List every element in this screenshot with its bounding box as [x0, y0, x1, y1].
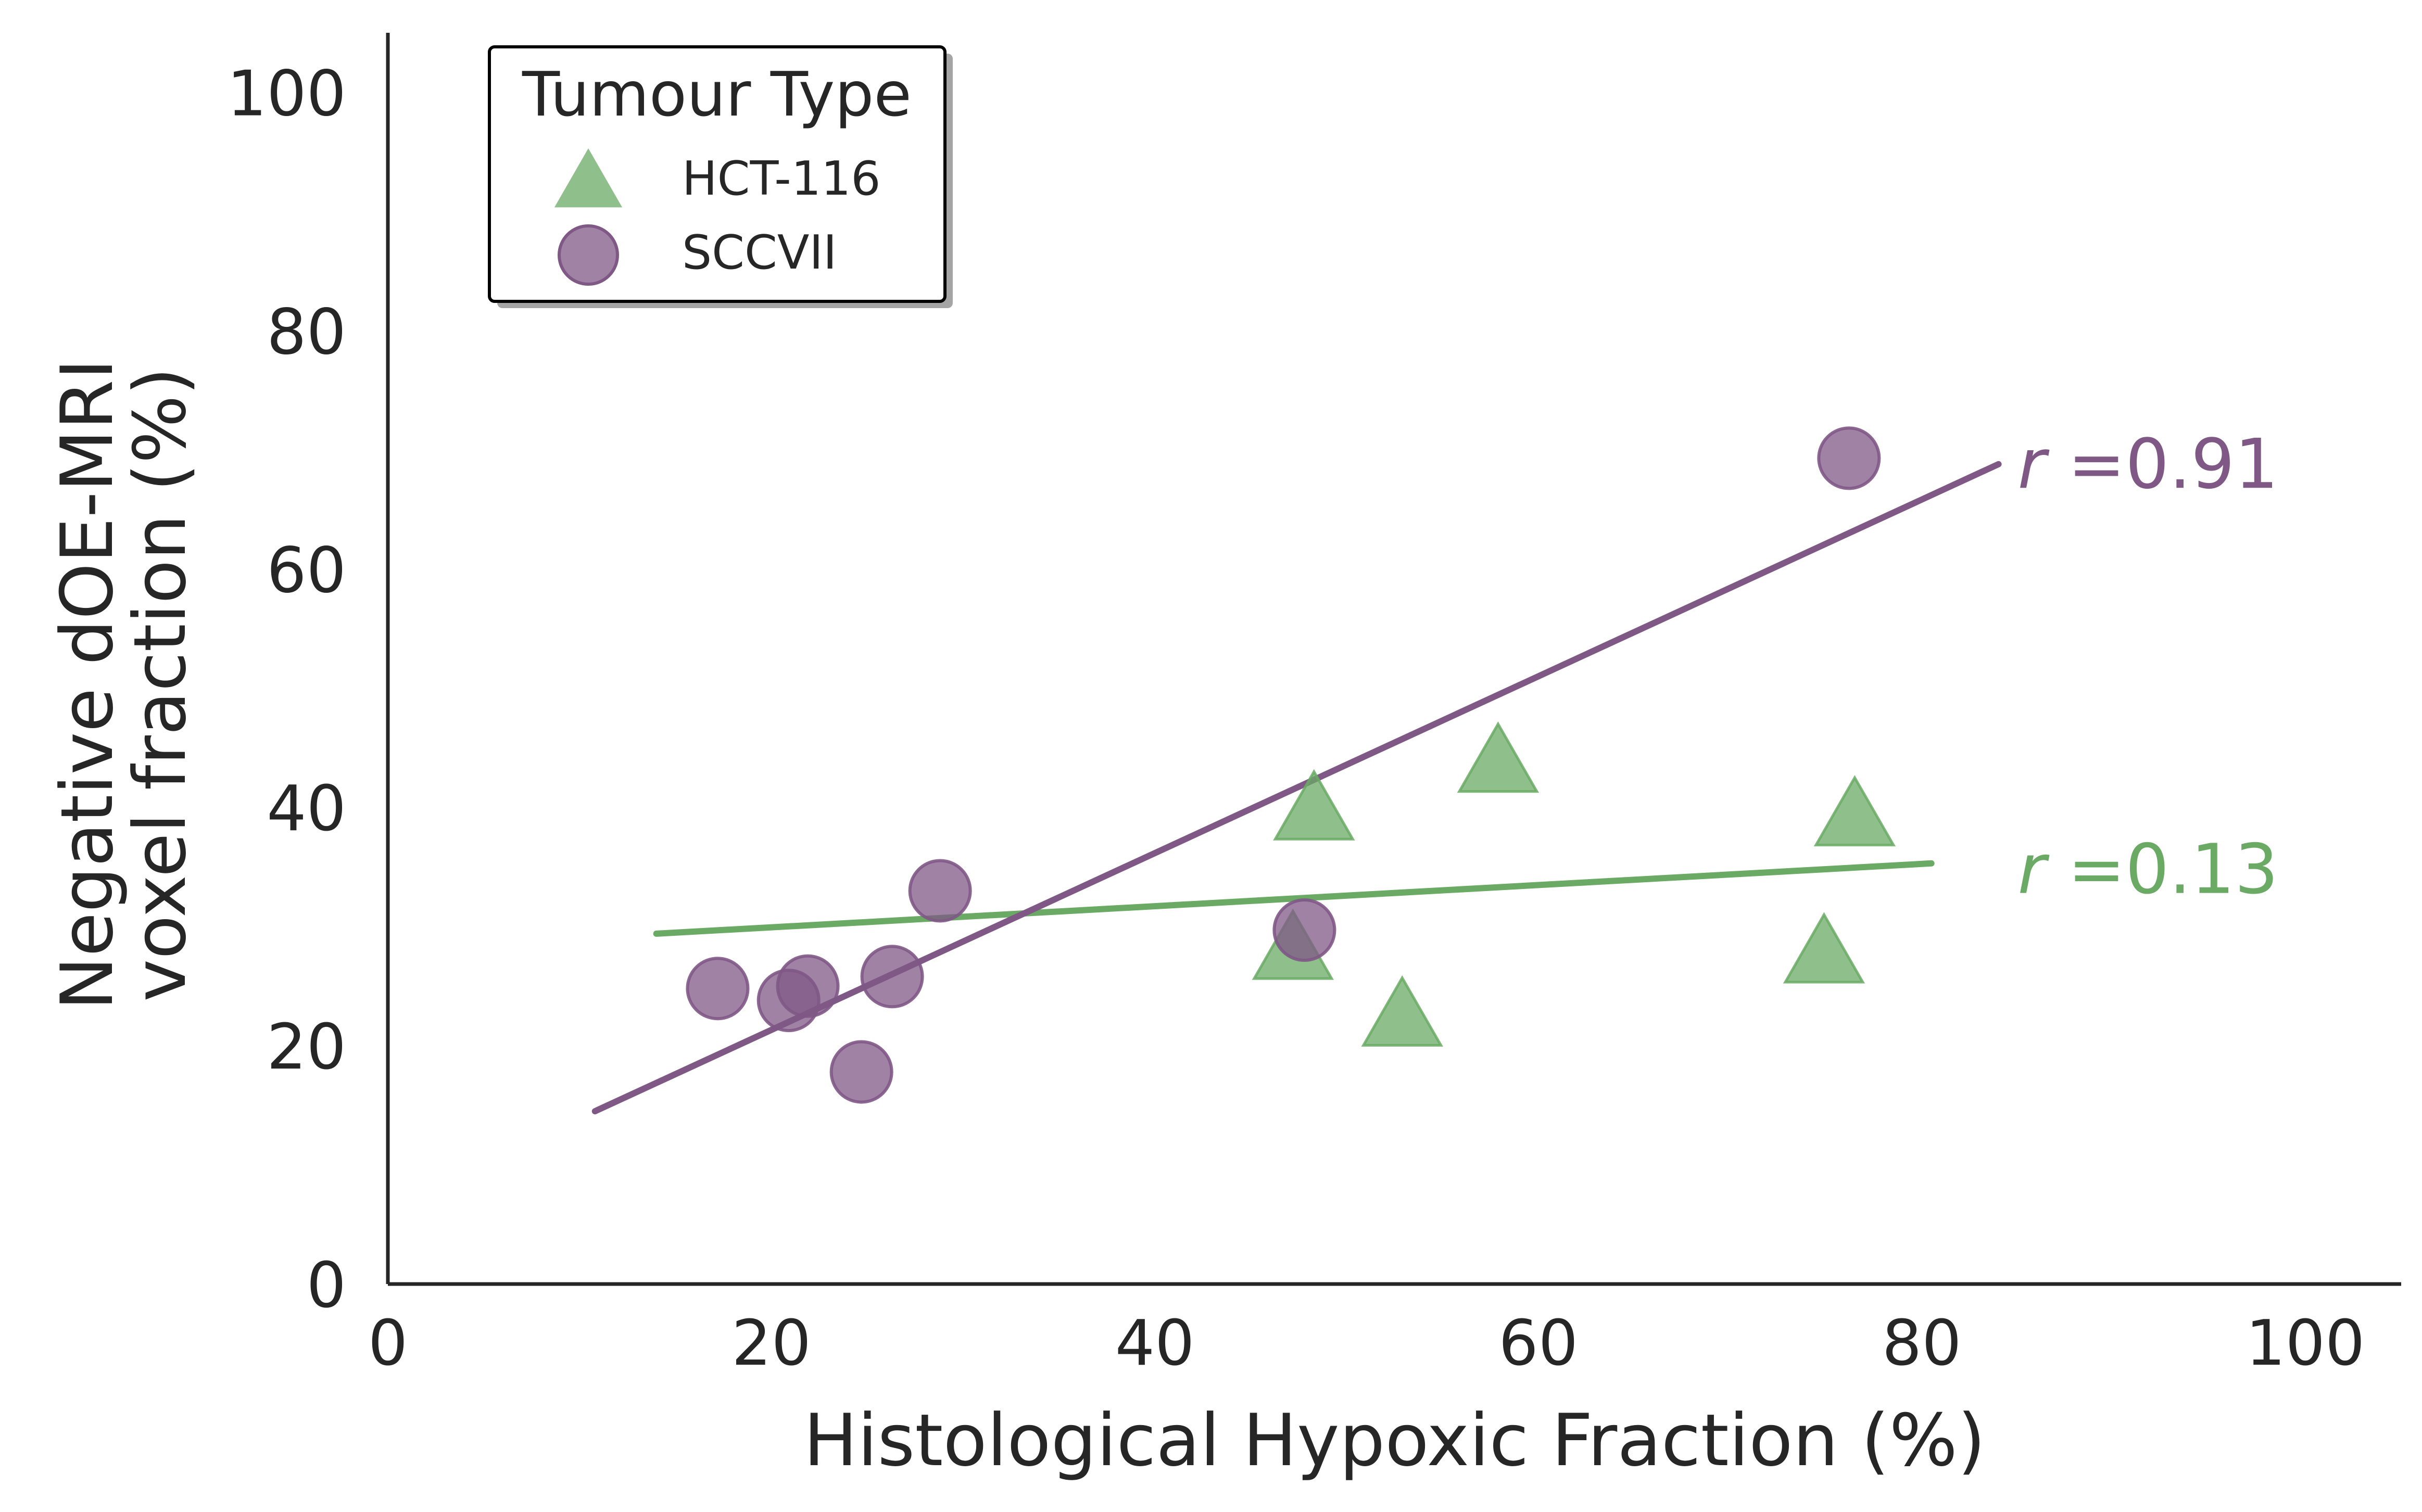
y-tick-label: 0	[307, 1250, 346, 1322]
data-point-circle	[1817, 426, 1881, 490]
x-tick-label: 60	[1498, 1307, 1578, 1380]
x-axis-ticks: 0 20 40 60 80 100	[368, 1307, 2365, 1380]
legend-marker-triangle	[554, 148, 623, 208]
data-point-triangle	[1783, 912, 1865, 984]
data-point-circle	[1272, 898, 1336, 962]
data-point-circle	[829, 1040, 893, 1104]
data-point-circle	[776, 954, 840, 1018]
fit-line-hct116	[653, 860, 1935, 937]
y-tick-label: 40	[267, 773, 346, 845]
y-axis-ticks: 0 20 40 60 80 100	[227, 58, 346, 1322]
data-point-triangle	[1273, 769, 1355, 841]
data-point-circle	[860, 945, 924, 1009]
legend-title: Tumour Type	[522, 58, 912, 130]
data-point-triangle	[1813, 775, 1896, 847]
x-axis-title: Histological Hypoxic Fraction (%)	[803, 1399, 1985, 1482]
data-point-circle	[686, 957, 750, 1021]
y-tick-label: 20	[267, 1011, 346, 1084]
x-tick-label: 0	[368, 1307, 408, 1380]
data-point-triangle	[1457, 721, 1540, 793]
correlation-label: r =0.13	[2017, 830, 2278, 910]
y-tick-label: 100	[227, 58, 346, 130]
y-tick-label: 60	[267, 535, 346, 607]
legend-label-hct116: HCT-116	[682, 151, 881, 206]
correlation-label: r =0.91	[2017, 424, 2278, 504]
y-axis-title-line-1: Negative dOE-MRI	[45, 359, 129, 1010]
x-tick-label: 40	[1115, 1307, 1195, 1380]
x-tick-label: 80	[1882, 1307, 1962, 1380]
data-point-triangle	[1361, 975, 1443, 1047]
y-axis-title-line-2: voxel fraction (%)	[118, 367, 202, 1001]
legend: Tumour Type HCT-116 SCCVII	[488, 45, 953, 308]
correlation-annotations: r =0.13 r =0.91	[2017, 424, 2278, 909]
legend-label-sccvii: SCCVII	[682, 225, 837, 280]
x-tick-label: 20	[731, 1307, 811, 1380]
data-points	[686, 426, 1896, 1104]
x-tick-label: 100	[2246, 1307, 2365, 1380]
y-tick-label: 80	[267, 296, 346, 369]
data-point-circle	[908, 859, 972, 923]
legend-marker-circle	[558, 224, 619, 286]
